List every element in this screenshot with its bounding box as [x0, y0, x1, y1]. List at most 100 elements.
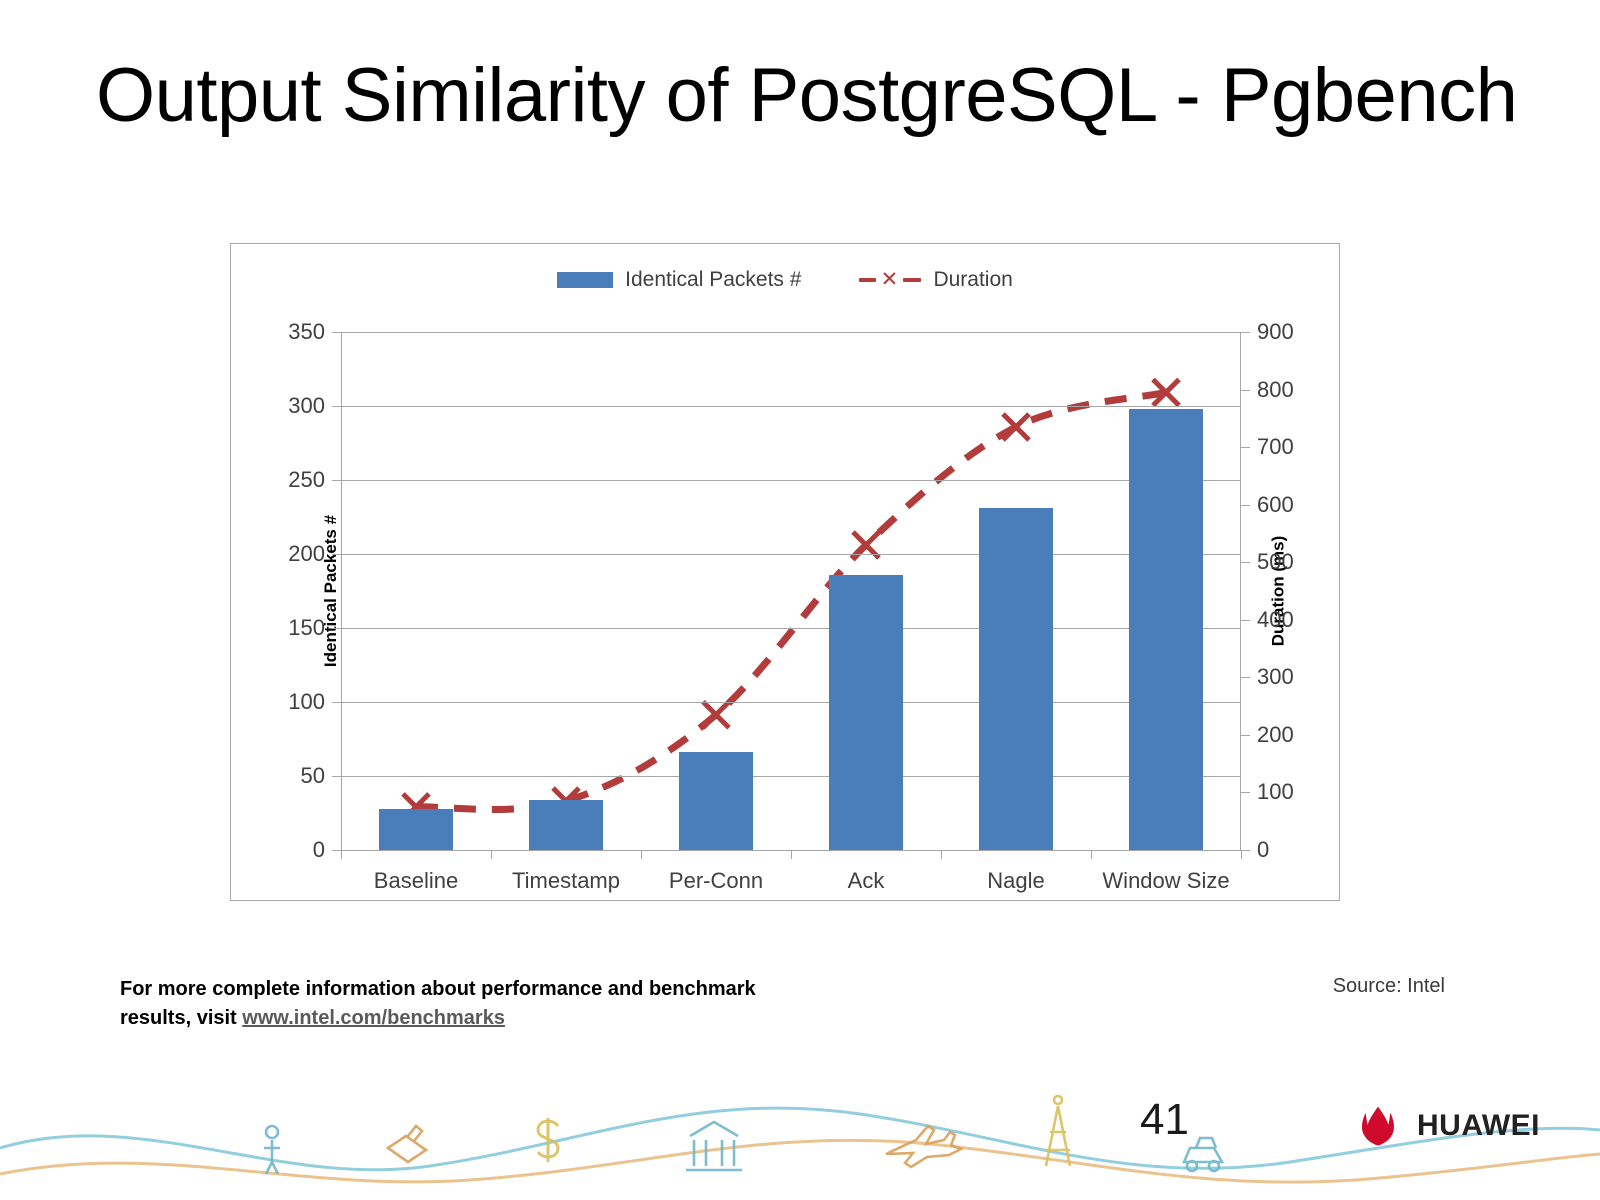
x-axis-label-timestamp: Timestamp — [512, 868, 620, 893]
y-axis-left-tick — [332, 554, 341, 555]
y-axis-right-tick — [1241, 447, 1250, 449]
y-axis-right-tick — [1241, 677, 1250, 679]
gridline — [341, 554, 1241, 555]
duration-marker-nagle — [1001, 412, 1031, 442]
y-axis-left-tick-label: 350 — [288, 319, 325, 344]
page-title: Output Similarity of PostgreSQL - Pgbenc… — [96, 53, 1518, 138]
y-axis-left-tick-label: 100 — [288, 689, 325, 714]
legend-line-swatch-icon: ✕ — [859, 268, 922, 291]
legend-bar-swatch-icon — [557, 272, 614, 288]
duration-line-series — [401, 377, 1181, 822]
y-axis-right-tick-label: 500 — [1257, 549, 1294, 575]
pencil-document-icon — [385, 1124, 429, 1164]
bar-timestamp — [529, 799, 603, 850]
y-axis-right-tick-label: 600 — [1257, 491, 1294, 517]
person-icon — [264, 1124, 280, 1175]
y-axis-left-tick-label: 250 — [288, 467, 325, 492]
y-axis-left-tick — [332, 850, 341, 851]
y-axis-left-tick-label: 0 — [312, 837, 325, 862]
source-note: Source: Intel — [1332, 975, 1445, 997]
intel-benchmarks-link[interactable]: www.intel.com/benchmarks — [242, 1007, 505, 1029]
gridline — [341, 480, 1241, 481]
plot-area: Identical Packets # Duration (ms) 0 50 100… — [288, 319, 1293, 893]
y-axis-right-tick — [1241, 562, 1250, 564]
y-axis-left-tick — [332, 332, 341, 333]
y-axis-right-tick — [1241, 850, 1250, 851]
huawei-flower-icon — [1362, 1106, 1394, 1146]
x-axis-tick — [491, 850, 492, 859]
x-axis-label-per-conn: Per-Conn — [668, 868, 764, 893]
x-axis-tick — [791, 850, 792, 859]
y-axis-right-tick-label: 100 — [1257, 779, 1294, 805]
x-axis-tick — [1091, 850, 1092, 859]
benchmark-footnote: For more complete information about perf… — [120, 975, 880, 1033]
y-axis-right-tick-label: 800 — [1257, 376, 1294, 402]
y-axis-left-tick-label: 150 — [288, 615, 325, 640]
huawei-wordmark: HUAWEI — [1417, 1109, 1540, 1142]
y-axis-right-tick — [1241, 332, 1250, 333]
bar-per-conn — [679, 752, 753, 850]
page-number: 41 — [1140, 1095, 1189, 1144]
x-axis-tick — [941, 850, 942, 859]
y-axis-right-line — [1240, 332, 1241, 850]
duration-marker-ack — [851, 530, 881, 560]
footnote-line2-prefix: results, visit — [120, 1007, 243, 1029]
y-axis-right-tick-label: 700 — [1257, 434, 1294, 460]
bar-ack — [829, 574, 903, 850]
legend-label-duration: Duration — [933, 268, 1013, 291]
x-marker-icon: ✕ — [880, 268, 899, 291]
y-axis-left-tick — [332, 702, 341, 703]
legend-label-identical-packets: Identical Packets # — [625, 268, 802, 291]
y-axis-right-tick — [1241, 792, 1250, 794]
duration-line-path — [415, 389, 1167, 813]
x-axis-label-window-size: Window Size — [1102, 868, 1230, 893]
legend-item-duration: ✕ Duration — [859, 268, 1013, 292]
y-axis-right-tick — [1241, 389, 1250, 391]
y-axis-right-tick-label: 300 — [1257, 664, 1294, 690]
footnote-line1: For more complete information about perf… — [120, 978, 756, 1000]
x-axis-tick — [641, 850, 642, 859]
y-axis-left-tick-label: 300 — [288, 393, 325, 418]
gridline — [341, 702, 1241, 703]
bar-window-size — [1129, 408, 1203, 850]
x-axis-tick — [341, 850, 342, 859]
y-axis-left-tick-label: 200 — [288, 541, 325, 566]
chart-container: Identical Packets # ✕ Duration Identical… — [230, 243, 1340, 901]
y-axis-right-tick — [1241, 619, 1250, 621]
gridline — [341, 406, 1241, 407]
y-axis-left-title: Identical Packets # — [321, 514, 341, 668]
x-axis-tick — [1241, 850, 1242, 859]
gridline — [341, 628, 1241, 629]
bar-baseline — [379, 808, 453, 850]
gridline — [341, 332, 1241, 333]
y-axis-left-line — [341, 332, 342, 850]
bank-icon — [686, 1120, 742, 1172]
y-axis-left-tick — [332, 628, 341, 629]
car-icon — [1182, 1136, 1225, 1173]
huawei-logo: HUAWEI — [1351, 1104, 1540, 1148]
y-axis-left-tick — [332, 776, 341, 777]
x-axis-label-baseline: Baseline — [373, 868, 459, 893]
dollar-icon — [536, 1118, 560, 1162]
airplane-icon — [885, 1124, 965, 1169]
radio-tower-icon — [1044, 1094, 1072, 1167]
y-axis-left-tick-label: 50 — [300, 763, 325, 788]
legend-item-identical-packets: Identical Packets # — [557, 268, 801, 292]
y-axis-right-tick-label: 0 — [1257, 837, 1270, 862]
gridline — [341, 776, 1241, 777]
y-axis-right-tick-label: 400 — [1257, 606, 1294, 632]
x-axis-label-nagle: Nagle — [987, 868, 1045, 893]
bar-nagle — [979, 508, 1053, 850]
y-axis-right-tick — [1241, 734, 1250, 736]
y-axis-right-tick — [1241, 504, 1250, 506]
y-axis-left-tick — [332, 480, 341, 481]
y-axis-left-tick — [332, 406, 341, 407]
decorative-footer-band — [0, 1070, 1600, 1200]
duration-marker-per-conn — [701, 699, 731, 730]
y-axis-right-tick-label: 200 — [1257, 721, 1294, 747]
x-axis-label-ack: Ack — [847, 868, 885, 893]
duration-marker-window-size — [1151, 377, 1181, 408]
footer-wave-graphic — [0, 1094, 1600, 1184]
y-axis-right-tick-label: 900 — [1257, 319, 1294, 344]
chart-legend: Identical Packets # ✕ Duration — [231, 268, 1339, 292]
